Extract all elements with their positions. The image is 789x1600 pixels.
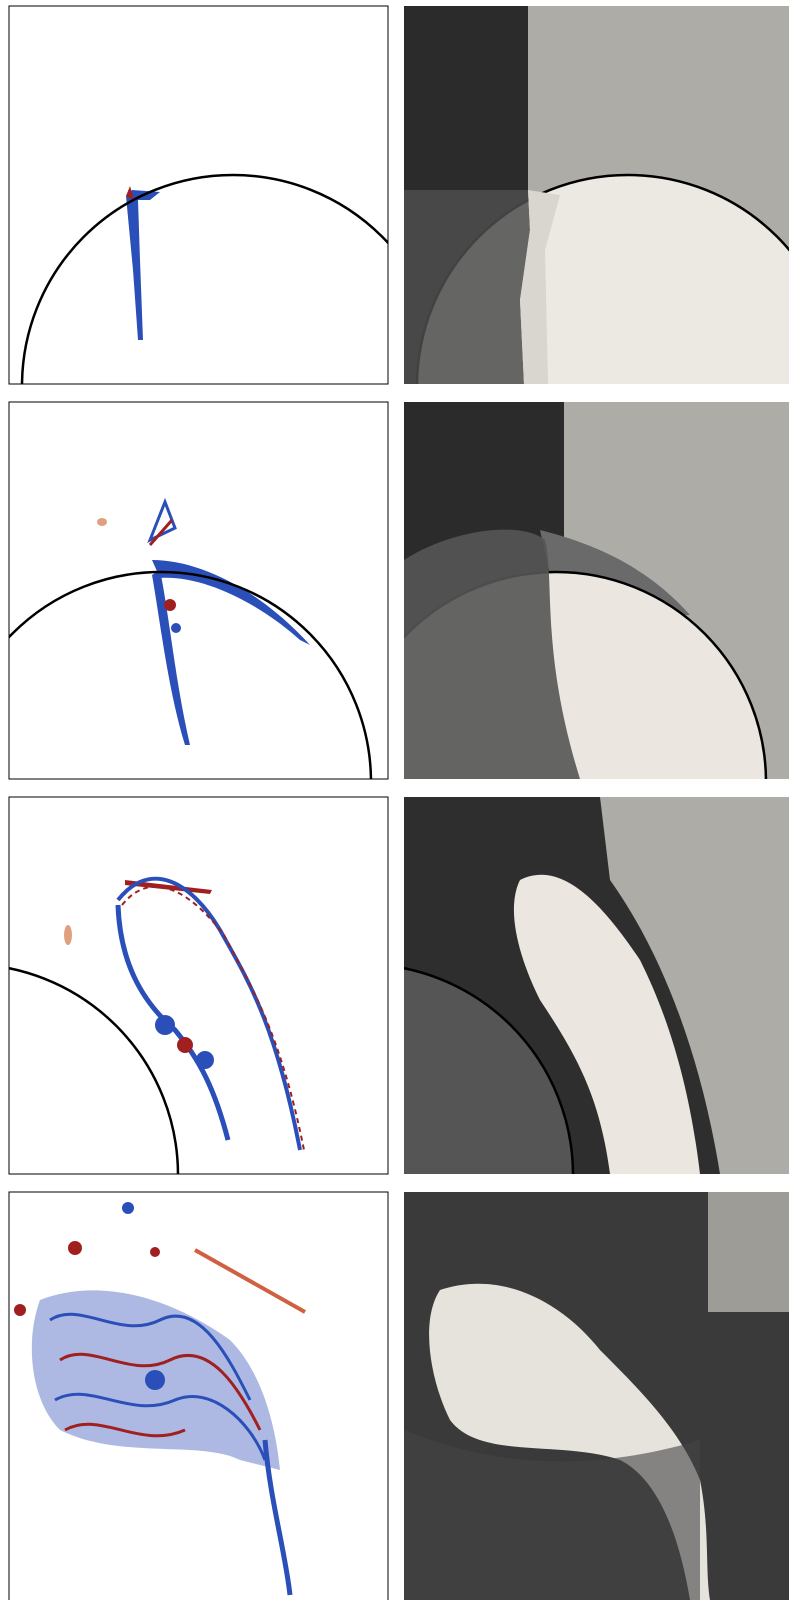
vorticity-panel bbox=[9, 402, 388, 779]
density-panel bbox=[404, 402, 789, 779]
vorticity-panel bbox=[9, 6, 388, 384]
panel-border bbox=[8, 5, 389, 385]
vorticity-panel bbox=[9, 797, 388, 1174]
panel-border bbox=[8, 796, 389, 1175]
panel-border bbox=[8, 401, 389, 780]
density-panel bbox=[404, 6, 789, 384]
vortex-sheet bbox=[126, 190, 160, 340]
panel-border bbox=[8, 1191, 389, 1600]
density-panel bbox=[404, 1192, 789, 1600]
density-panel bbox=[404, 797, 789, 1174]
vorticity-panel bbox=[9, 1192, 388, 1600]
